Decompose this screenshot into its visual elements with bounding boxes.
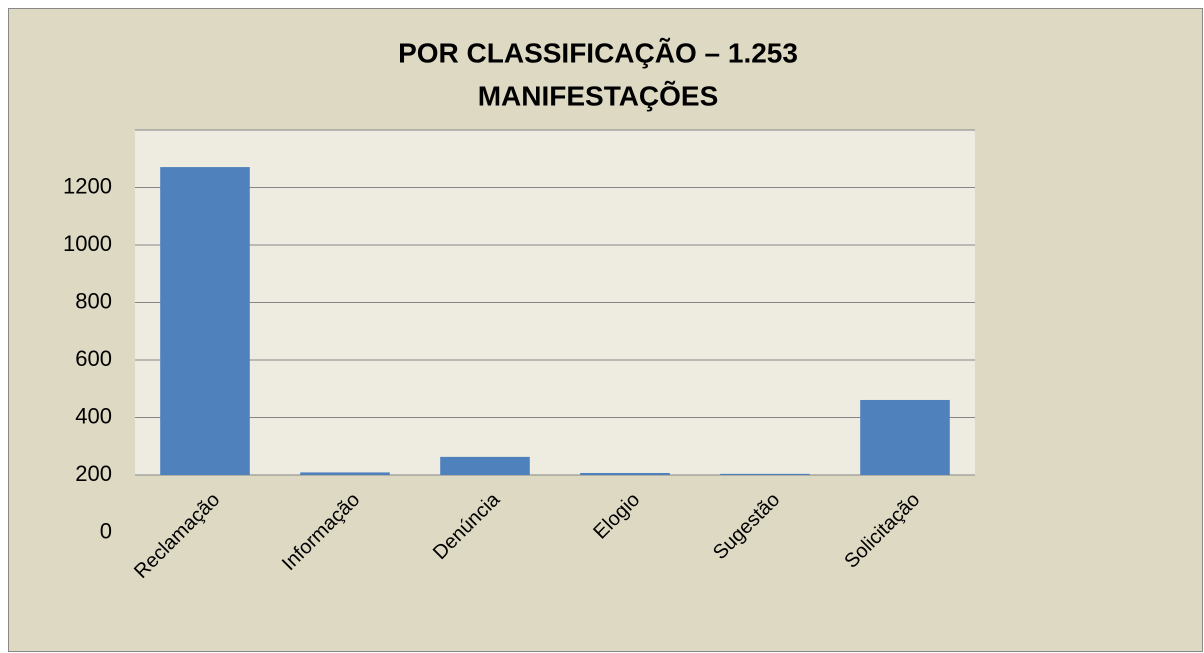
bar [160, 167, 250, 475]
y-tick-label: 400 [75, 403, 112, 428]
y-tick-label: 1000 [63, 231, 112, 256]
bar [300, 472, 390, 475]
y-tick-label: 600 [75, 346, 112, 371]
y-tick-label: 1200 [63, 173, 112, 198]
bar [720, 473, 810, 475]
bar [440, 456, 530, 475]
chart-title: POR CLASSIFICAÇÃO – 1.253 [398, 37, 798, 68]
y-tick-label: 200 [75, 461, 112, 486]
chart-title: MANIFESTAÇÕES [478, 80, 719, 111]
y-tick-label: 0 [100, 518, 112, 543]
y-tick-label: 800 [75, 288, 112, 313]
bar [580, 472, 670, 475]
bar [860, 399, 950, 475]
